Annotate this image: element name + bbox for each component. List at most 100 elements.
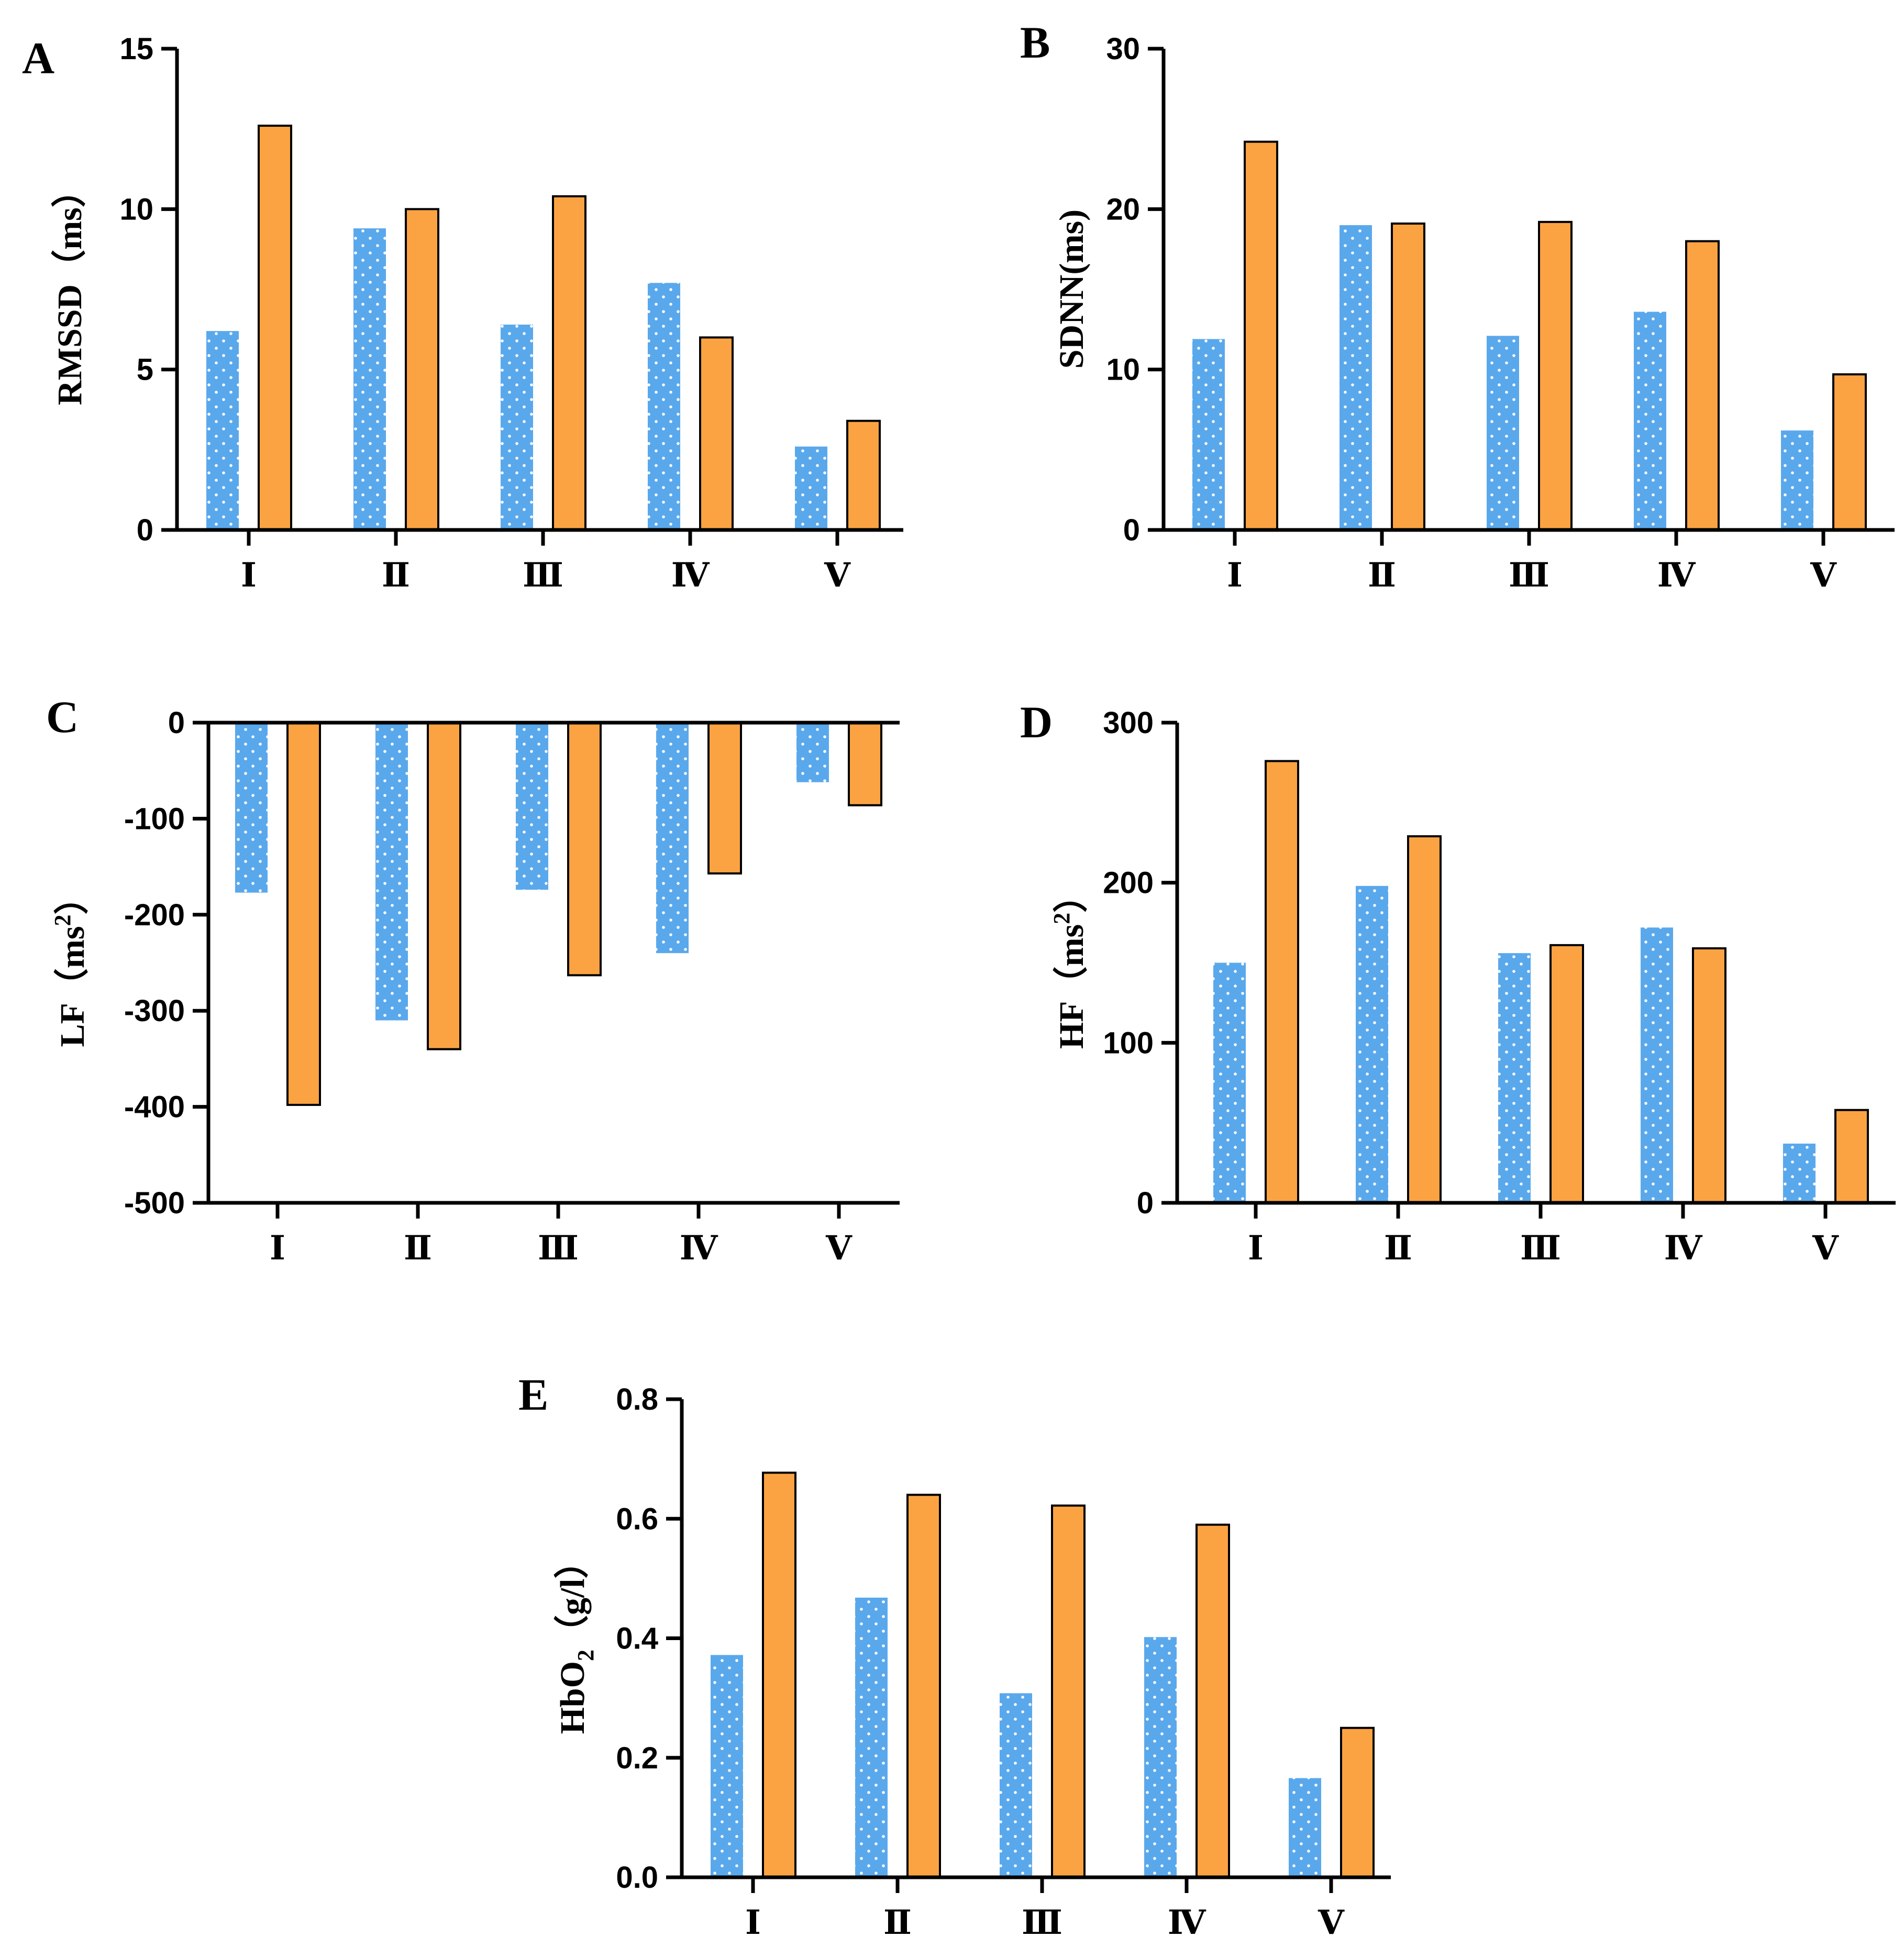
y-axis-label-sup: 2 (1049, 913, 1075, 924)
y-tick-label: 10 (1106, 353, 1140, 387)
bar-orange (846, 419, 881, 532)
bar-orange (762, 1471, 796, 1878)
panel-b: 0 10 20 30 Ⅰ Ⅱ Ⅲ Ⅳ Ⅴ B SDNN(ms) (1020, 17, 1895, 594)
x-tick-label: Ⅲ (523, 557, 563, 594)
y-tick-label: 0.0 (616, 1861, 658, 1895)
y-axis-label: HF（ms2） (1049, 878, 1091, 1049)
y-tick-label: -200 (124, 898, 185, 932)
y-tick-label: 0.8 (616, 1382, 658, 1416)
y-tick-label: 0.6 (616, 1502, 658, 1536)
bar-orange (1407, 835, 1442, 1204)
bar-dotted-blue (206, 331, 239, 530)
bar-dotted-blue (235, 723, 268, 893)
y-axis-label-base: LF（ms (53, 926, 92, 1047)
bar-orange (1685, 240, 1720, 532)
bar-orange (552, 195, 586, 531)
bar-dotted-blue (1213, 962, 1246, 1203)
bar-orange (258, 125, 292, 532)
bar-dotted-blue (353, 228, 386, 530)
x-tick-label: Ⅰ (270, 1230, 285, 1267)
bar-orange (848, 722, 882, 806)
bar-dotted-blue (1289, 1778, 1321, 1877)
x-tick-label: Ⅰ (1227, 557, 1243, 594)
panel-letter: D (1020, 697, 1053, 747)
bar-orange (427, 722, 461, 1050)
y-tick-label: -500 (124, 1186, 185, 1220)
y-axis-label: RMSSD（ms） (50, 173, 89, 405)
x-tick-label: Ⅴ (1812, 1230, 1839, 1267)
panel-a: 0 5 10 15 Ⅰ Ⅱ Ⅲ Ⅳ Ⅴ A RMSSD（ms） (22, 32, 903, 594)
x-tick-label: Ⅰ (745, 1904, 761, 1941)
x-tick-label: Ⅳ (680, 1230, 718, 1267)
bar-dotted-blue (1781, 430, 1813, 530)
bar-dotted-blue (656, 723, 689, 954)
bar-dotted-blue (648, 283, 680, 530)
bar-dotted-blue (855, 1597, 888, 1877)
y-tick-label: 300 (1103, 706, 1154, 740)
x-tick-label: Ⅱ (1368, 557, 1396, 594)
bar-dotted-blue (1634, 312, 1666, 530)
x-tick-label: Ⅲ (1509, 557, 1549, 594)
bar-orange (1244, 140, 1278, 531)
x-tick-label: Ⅲ (1022, 1904, 1062, 1941)
bar-dotted-blue (516, 723, 548, 890)
bar-orange (1692, 947, 1726, 1204)
panel-c: 0 -100 -200 -300 -400 -500 Ⅰ Ⅱ Ⅲ Ⅳ Ⅴ C LF（ms2） (46, 692, 900, 1267)
bar-dotted-blue (1498, 953, 1531, 1203)
bar-dotted-blue (501, 324, 533, 530)
y-tick-label: 0 (1137, 1186, 1154, 1220)
x-tick-label: Ⅲ (538, 1230, 579, 1267)
bar-orange (405, 208, 439, 532)
y-axis-label: LF（ms2） (50, 880, 92, 1047)
y-tick-label: 10 (119, 192, 153, 226)
bar-orange (1265, 760, 1299, 1204)
y-axis-label-base: HbO (554, 1661, 592, 1734)
bar-orange (1834, 1109, 1869, 1204)
bar-orange (707, 722, 742, 875)
x-tick-label: Ⅳ (1168, 1904, 1206, 1941)
y-tick-label: 20 (1106, 192, 1140, 226)
bar-dotted-blue (1783, 1143, 1816, 1203)
y-tick-label: 200 (1103, 866, 1154, 900)
x-tick-label: Ⅱ (404, 1230, 432, 1267)
x-tick-label: Ⅳ (1664, 1230, 1703, 1267)
bar-dotted-blue (1192, 339, 1225, 530)
bar-dotted-blue (1000, 1693, 1032, 1877)
x-tick-label: Ⅰ (1248, 1230, 1264, 1267)
y-axis-label-sup: 2 (50, 915, 75, 926)
y-tick-label: 100 (1103, 1026, 1154, 1060)
y-tick-label: -400 (124, 1090, 185, 1124)
panel-letter: E (518, 1369, 548, 1420)
panel-letter: C (46, 692, 79, 742)
x-tick-label: Ⅳ (671, 557, 710, 594)
panel-d: 0 100 200 300 Ⅰ Ⅱ Ⅲ Ⅳ Ⅴ D HF（ms2） (1020, 697, 1896, 1267)
bar-orange (1051, 1504, 1086, 1879)
bar-orange (1832, 373, 1867, 532)
bar-orange (1391, 222, 1425, 531)
bar-orange (906, 1493, 941, 1879)
x-tick-label: Ⅴ (1318, 1904, 1345, 1941)
x-tick-label: Ⅴ (824, 557, 851, 594)
y-tick-label: 0 (168, 706, 185, 740)
x-tick-label: Ⅴ (825, 1230, 853, 1267)
y-tick-label: 0 (137, 513, 153, 547)
x-tick-label: Ⅲ (1520, 1230, 1561, 1267)
bar-dotted-blue (1641, 927, 1673, 1203)
bar-orange (1549, 944, 1584, 1204)
bar-orange (1340, 1726, 1375, 1878)
y-axis-label-tail: ） (1052, 878, 1091, 913)
y-axis-label-tail: ） (53, 880, 92, 915)
y-axis-label-base: HF（ms (1052, 924, 1091, 1049)
x-tick-label: Ⅴ (1810, 557, 1837, 594)
bar-dotted-blue (711, 1655, 743, 1877)
bar-orange (699, 336, 734, 532)
bar-dotted-blue (1487, 336, 1519, 530)
y-axis-label-tail: （g/l） (553, 1544, 592, 1650)
bar-orange (286, 722, 321, 1106)
y-tick-label: 0.4 (616, 1622, 658, 1656)
y-tick-label: 30 (1106, 32, 1140, 66)
x-tick-label: Ⅳ (1657, 557, 1696, 594)
bar-orange (1538, 220, 1573, 531)
panel-e: 0.0 0.2 0.4 0.6 0.8 Ⅰ Ⅱ Ⅲ Ⅳ Ⅴ E HbO2（g/l） (518, 1369, 1391, 1941)
